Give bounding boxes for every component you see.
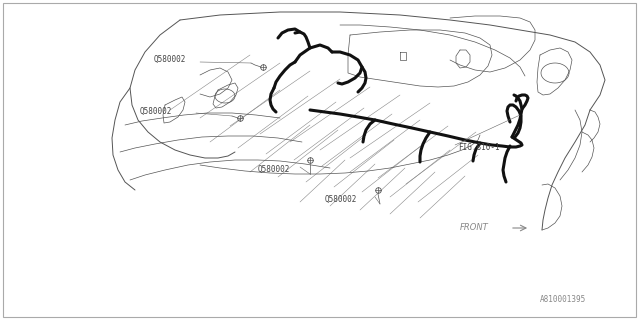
Text: A810001395: A810001395 xyxy=(540,295,586,304)
Text: FIG.810-1: FIG.810-1 xyxy=(458,143,500,152)
Text: Q580002: Q580002 xyxy=(325,195,357,204)
Text: Q580002: Q580002 xyxy=(258,165,291,174)
Text: Q580002: Q580002 xyxy=(140,107,172,116)
Text: FRONT: FRONT xyxy=(460,223,489,232)
Text: Q580002: Q580002 xyxy=(154,55,186,64)
